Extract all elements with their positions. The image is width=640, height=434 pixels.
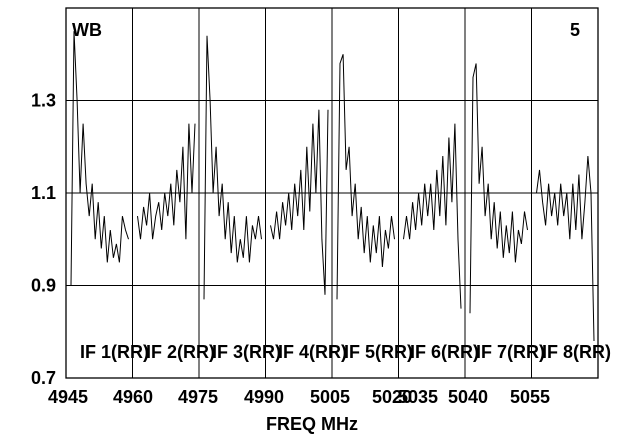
y-axis: 0.7 0.9 1.1 1.3 — [31, 91, 598, 388]
if-label: IF 6(RR) — [410, 342, 479, 362]
if-label: IF 5(RR) — [344, 342, 413, 362]
if-label: IF 8(RR) — [542, 342, 611, 362]
x-tick-label: 4945 — [48, 387, 88, 407]
spectra — [70, 31, 595, 342]
y-tick-label: 0.7 — [31, 368, 56, 388]
panel-dividers — [132, 8, 532, 378]
x-tick-label: 5020 — [372, 387, 412, 407]
x-tick-label: 5055 — [510, 387, 550, 407]
spectrum-line-if7 — [469, 63, 528, 314]
x-axis-title: FREQ MHz — [266, 414, 358, 434]
x-tick-label: 4975 — [178, 387, 218, 407]
x-tick-label: 4990 — [244, 387, 284, 407]
if-label: IF 2(RR) — [146, 342, 215, 362]
spectrum-line-if1 — [70, 31, 129, 286]
x-tick-label: 5005 — [310, 387, 350, 407]
if-label: IF 4(RR) — [278, 342, 347, 362]
x-tick-label: 5040 — [448, 387, 488, 407]
if-label: IF 1(RR) — [80, 342, 149, 362]
spectrum-line-if3 — [203, 35, 262, 300]
if-label: IF 7(RR) — [476, 342, 545, 362]
y-tick-label: 1.1 — [31, 183, 56, 203]
spectrum-line-if6 — [403, 123, 462, 309]
spectrum-line-if2 — [137, 123, 196, 240]
spectrum-line-if8 — [536, 155, 595, 342]
spectrum-line-if5 — [336, 54, 395, 300]
y-tick-label: 0.9 — [31, 276, 56, 296]
if-labels: IF 1(RR)IF 2(RR)IF 3(RR)IF 4(RR)IF 5(RR)… — [80, 342, 611, 362]
if-label: IF 3(RR) — [212, 342, 281, 362]
title-left: WB — [72, 20, 102, 40]
title-right: 5 — [570, 20, 580, 40]
y-tick-label: 1.3 — [31, 91, 56, 111]
spectrum-line-if4 — [270, 109, 329, 295]
x-tick-label: 5035 — [398, 387, 438, 407]
x-tick-label: 4960 — [113, 387, 153, 407]
